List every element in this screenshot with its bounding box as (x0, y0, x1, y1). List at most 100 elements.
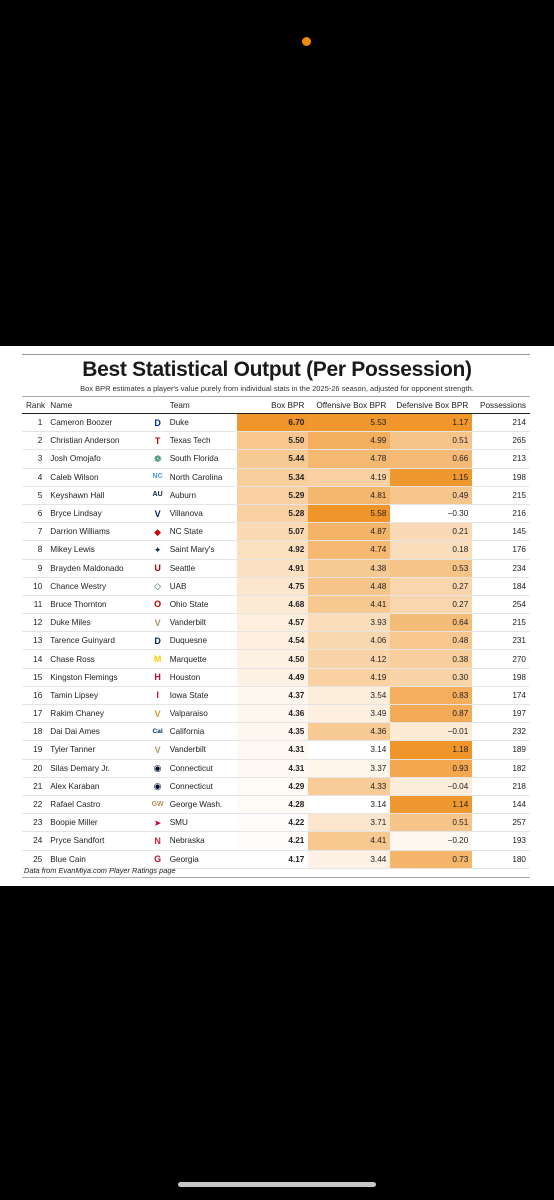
player-name-cell: Keyshawn Hall (46, 486, 150, 505)
possessions-cell: 193 (472, 831, 530, 851)
team-logo-icon: D (154, 417, 161, 428)
team-logo-cell: ◉ (149, 777, 166, 796)
table-row: 3 Josh Omojafo ❁ South Florida 5.44 4.78 0.66 2… (22, 449, 530, 469)
table-row: 14 Chase Ross M Marquette 4.50 4.12 0.38 270 (22, 649, 530, 669)
defensive-box-bpr-cell: 1.14 (390, 795, 473, 815)
team-name-cell: Nebraska (165, 831, 237, 851)
table-row: 23 Boopie Miller ➤ SMU 4.22 3.71 0.51 257 (22, 813, 530, 833)
rank-cell: 14 (22, 649, 47, 669)
team-logo-icon: V (154, 508, 161, 519)
player-name-cell: Chance Westry (46, 577, 150, 596)
box-bpr-cell: 4.50 (236, 649, 309, 669)
table-row: 22 Rafael Castro GW George Wash. 4.28 3.14 1.1… (22, 795, 530, 815)
offensive-box-bpr-cell: 4.48 (308, 577, 391, 596)
box-bpr-cell: 4.68 (236, 595, 309, 615)
offensive-box-bpr-cell: 3.37 (308, 759, 391, 778)
team-logo-icon: V (154, 708, 161, 719)
team-logo-icon: V (154, 617, 161, 628)
home-indicator[interactable] (178, 1182, 376, 1187)
team-name-cell: Texas Tech (165, 431, 237, 451)
table-row: 16 Tamin Lipsey I Iowa State 4.37 3.54 0.83 174 (22, 686, 530, 706)
offensive-box-bpr-cell: 4.12 (308, 649, 391, 669)
team-logo-cell: I (149, 686, 166, 706)
team-logo-icon: ◉ (153, 781, 162, 792)
table-row: 6 Bryce Lindsay V Villanova 5.28 5.58 −0.30 216 (22, 504, 530, 524)
team-logo-cell: ➤ (149, 813, 166, 833)
table-row: 20 Silas Demary Jr. ◉ Connecticut 4.31 3.37 0.… (22, 759, 530, 778)
box-bpr-cell: 4.31 (236, 759, 309, 778)
defensive-box-bpr-cell: 0.64 (390, 613, 473, 633)
source-footnote: Data from EvanMiya.com Player Ratings pa… (24, 866, 176, 875)
header-name: Name (46, 396, 150, 414)
player-name-cell: Duke Miles (46, 613, 150, 633)
defensive-box-bpr-cell: 1.18 (390, 740, 473, 760)
rank-cell: 21 (22, 777, 47, 796)
team-logo-icon: ◉ (153, 763, 162, 774)
table-row: 17 Rakim Chaney V Valparaiso 4.36 3.49 0.87 197 (22, 704, 530, 724)
offensive-box-bpr-cell: 4.74 (308, 540, 391, 560)
box-bpr-cell: 4.49 (236, 668, 309, 687)
team-name-cell: Vanderbilt (165, 740, 237, 760)
box-bpr-cell: 4.91 (236, 559, 309, 578)
offensive-box-bpr-cell: 3.14 (308, 740, 391, 760)
rank-cell: 9 (22, 559, 47, 578)
team-name-cell: Duke (165, 413, 237, 433)
player-name-cell: Tamin Lipsey (46, 686, 150, 706)
defensive-box-bpr-cell: 0.27 (390, 595, 473, 615)
player-name-cell: Dai Dai Ames (46, 722, 150, 742)
box-bpr-cell: 4.28 (236, 795, 309, 815)
box-bpr-cell: 4.22 (236, 813, 309, 833)
possessions-cell: 144 (472, 795, 530, 815)
box-bpr-cell: 4.57 (236, 613, 309, 633)
header-box-bpr: Box BPR (236, 396, 309, 414)
rank-cell: 23 (22, 813, 47, 833)
team-logo-cell: H (149, 668, 166, 687)
box-bpr-cell: 4.36 (236, 704, 309, 724)
offensive-box-bpr-cell: 4.99 (308, 431, 391, 451)
defensive-box-bpr-cell: 0.53 (390, 559, 473, 578)
box-bpr-cell: 4.29 (236, 777, 309, 796)
rank-cell: 4 (22, 468, 47, 487)
table-row: 15 Kingston Flemings H Houston 4.49 4.19 0.30 1… (22, 668, 530, 687)
player-name-cell: Tyler Tanner (46, 740, 150, 760)
box-bpr-cell: 4.75 (236, 577, 309, 596)
team-logo-cell: GW (149, 795, 166, 815)
team-logo-cell: NC (149, 468, 166, 487)
team-name-cell: California (165, 722, 237, 742)
table-body: 1 Cameron Boozer D Duke 6.70 5.53 1.17 214 2 Chri… (22, 413, 530, 869)
possessions-cell: 218 (472, 777, 530, 796)
team-logo-cell: AU (149, 486, 166, 505)
team-logo-icon: ◇ (154, 581, 162, 592)
team-logo-icon: GW (151, 800, 164, 808)
rank-cell: 10 (22, 577, 47, 596)
player-name-cell: Mikey Lewis (46, 540, 150, 560)
rank-cell: 25 (22, 850, 47, 869)
team-name-cell: Auburn (165, 486, 237, 505)
team-logo-icon: ◆ (154, 526, 162, 537)
possessions-cell: 265 (472, 431, 530, 451)
player-name-cell: Bryce Lindsay (46, 504, 150, 524)
possessions-cell: 234 (472, 559, 530, 578)
team-logo-cell: G (149, 850, 166, 869)
table-row: 18 Dai Dai Ames Cal California 4.35 4.36 −0.01… (22, 722, 530, 742)
offensive-box-bpr-cell: 3.93 (308, 613, 391, 633)
possessions-cell: 215 (472, 486, 530, 505)
team-name-cell: Connecticut (165, 759, 237, 778)
team-name-cell: Iowa State (165, 686, 237, 706)
defensive-box-bpr-cell: 0.83 (390, 686, 473, 706)
team-logo-icon: Cal (152, 727, 163, 735)
offensive-box-bpr-cell: 4.41 (308, 595, 391, 615)
possessions-cell: 189 (472, 740, 530, 760)
box-bpr-cell: 5.50 (236, 431, 309, 451)
possessions-cell: 214 (472, 413, 530, 433)
team-logo-icon: H (154, 672, 161, 683)
rank-cell: 24 (22, 831, 47, 851)
possessions-cell: 257 (472, 813, 530, 833)
team-logo-cell: Cal (149, 722, 166, 742)
table-row: 1 Cameron Boozer D Duke 6.70 5.53 1.17 214 (22, 413, 530, 433)
team-logo-cell: O (149, 595, 166, 615)
team-name-cell: Georgia (165, 850, 237, 869)
box-bpr-cell: 4.21 (236, 831, 309, 851)
player-name-cell: Silas Demary Jr. (46, 759, 150, 778)
offensive-box-bpr-cell: 3.14 (308, 795, 391, 815)
